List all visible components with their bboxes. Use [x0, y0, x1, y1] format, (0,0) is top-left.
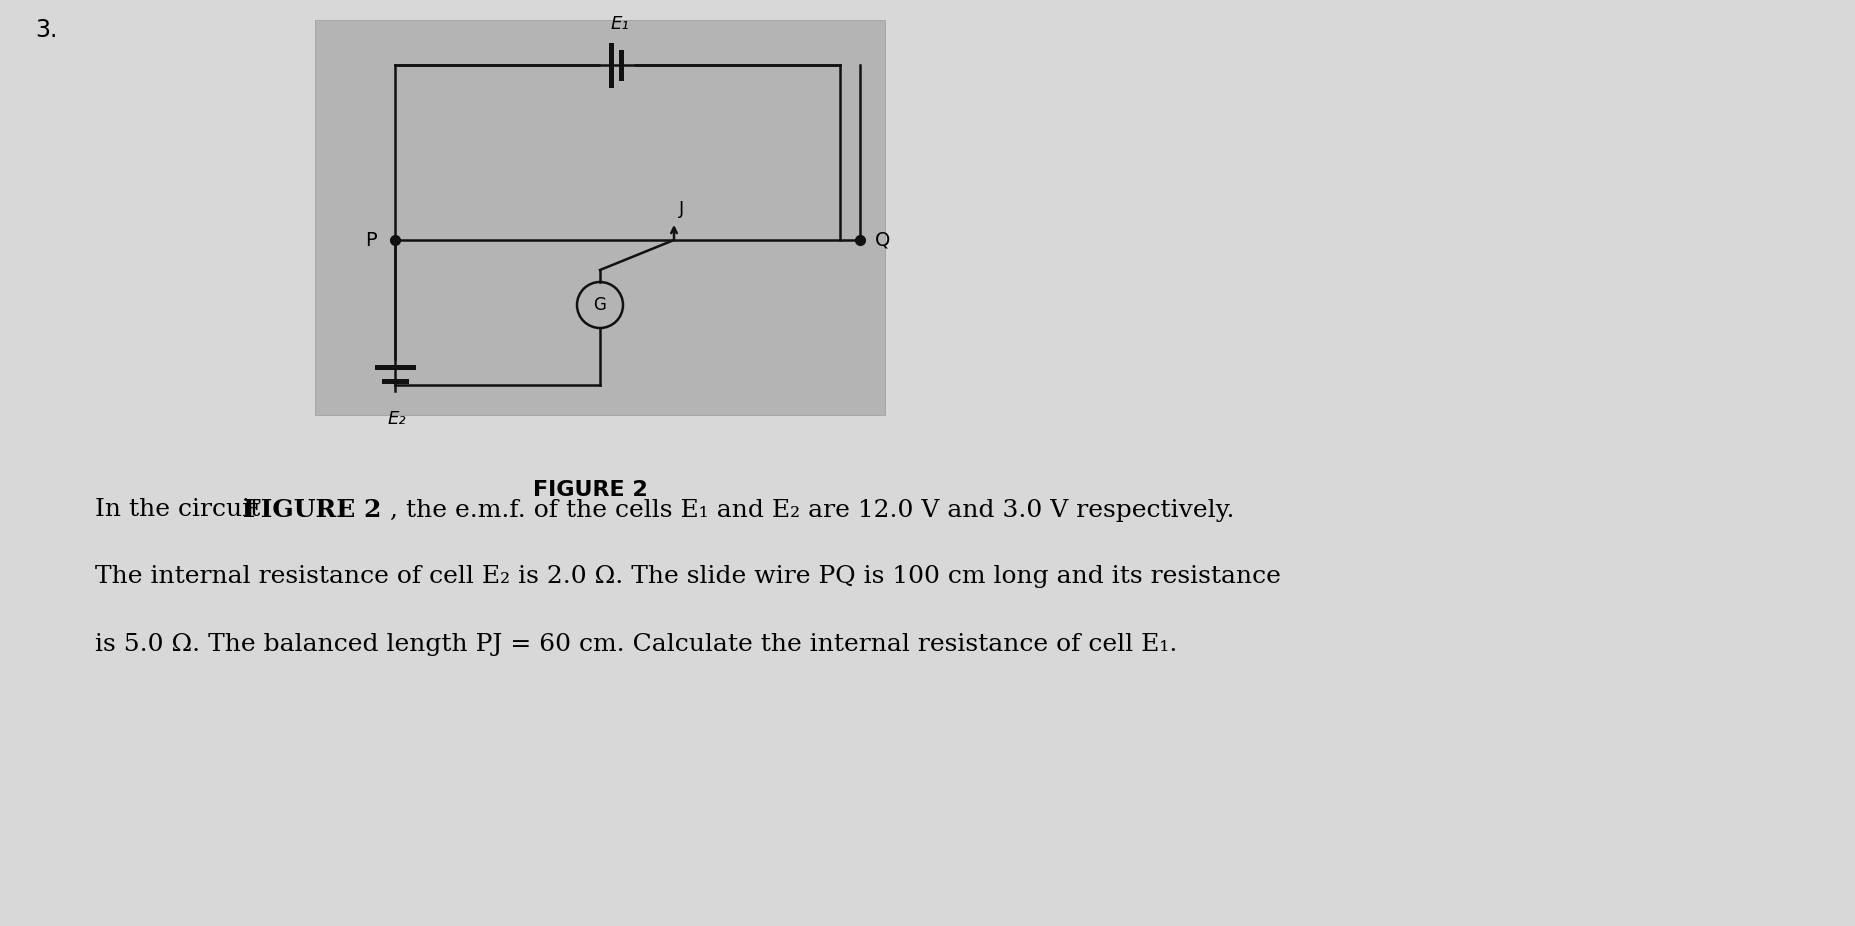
Text: 3.: 3. [35, 18, 58, 42]
Text: FIGURE 2: FIGURE 2 [243, 498, 380, 522]
Text: E₂: E₂ [388, 410, 406, 428]
Text: Q: Q [874, 231, 890, 249]
Bar [315, 20, 885, 415]
Text: E₁: E₁ [610, 15, 629, 33]
Text: In the circuit: In the circuit [95, 498, 269, 521]
Text: The internal resistance of cell E₂ is 2.0 Ω. The slide wire PQ is 100 cm long an: The internal resistance of cell E₂ is 2.… [95, 566, 1280, 589]
Text: is 5.0 Ω. The balanced length PJ = 60 cm. Calculate the internal resistance of c: is 5.0 Ω. The balanced length PJ = 60 cm… [95, 632, 1176, 656]
Text: J: J [679, 200, 684, 218]
Text: P: P [365, 231, 377, 249]
Text: G: G [594, 296, 607, 314]
Text: , the e.m.f. of the cells E₁ and E₂ are 12.0 V and 3.0 V respectively.: , the e.m.f. of the cells E₁ and E₂ are … [390, 498, 1234, 521]
Text: FIGURE 2: FIGURE 2 [532, 480, 647, 500]
